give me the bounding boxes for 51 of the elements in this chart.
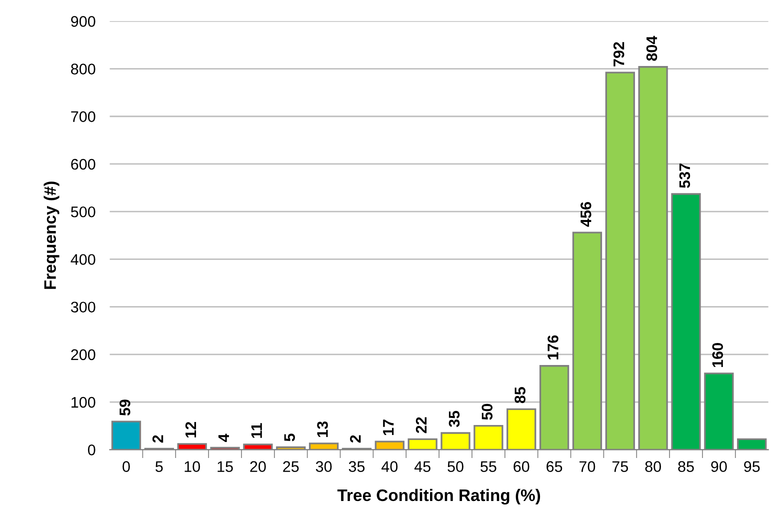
x-tick-label: 45 [414, 461, 430, 472]
data-label: 537 [679, 164, 690, 188]
data-label: 2 [152, 435, 164, 443]
y-tick-label: 400 [70, 254, 96, 265]
y-axis-title: Frequency (#) [44, 182, 60, 289]
x-tick-label: 55 [480, 461, 496, 472]
y-tick-label: 300 [70, 302, 96, 313]
x-tick-label: 70 [580, 461, 596, 472]
data-label: 35 [448, 410, 460, 428]
x-tick-label: 85 [678, 461, 694, 472]
y-tick-label: 800 [71, 64, 96, 74]
x-tick-label: 75 [612, 461, 628, 472]
data-label: 5 [284, 434, 295, 442]
x-tick-label: 25 [283, 461, 299, 472]
data-label: 4 [218, 434, 229, 442]
y-tick-label: 900 [71, 16, 96, 27]
data-label: 50 [482, 404, 493, 420]
data-label: 804 [646, 36, 658, 61]
x-tick-label: 40 [382, 461, 398, 472]
data-label: 792 [613, 42, 624, 66]
y-tick-label: 700 [71, 111, 96, 122]
data-label: 13 [317, 421, 328, 437]
x-tick-label: 95 [744, 461, 760, 472]
y-tick-label: 200 [71, 349, 96, 360]
data-label: 17 [383, 420, 394, 436]
data-label: 59 [120, 400, 130, 416]
data-label: 12 [185, 422, 196, 438]
data-label: 456 [580, 202, 592, 227]
x-tick-label: 20 [250, 461, 266, 472]
x-axis-title: Tree Condition Rating (%) [337, 488, 540, 504]
x-tick-label: 65 [546, 461, 562, 472]
y-tick-label: 600 [71, 158, 96, 170]
x-tick-label: 50 [448, 461, 464, 472]
data-label: 11 [251, 423, 262, 438]
data-label: 176 [548, 335, 558, 360]
x-tick-label: 35 [348, 461, 365, 472]
x-tick-label: 0 [122, 461, 130, 472]
x-tick-label: 80 [645, 461, 661, 472]
x-tick-label: 10 [184, 461, 200, 472]
data-label: 85 [514, 387, 526, 404]
x-tick-label: 5 [156, 461, 163, 472]
x-tick-label: 60 [514, 461, 530, 472]
x-tick-label: 90 [711, 461, 727, 472]
x-tick-label: 30 [316, 461, 332, 472]
y-tick-label: 100 [72, 396, 96, 408]
x-tick-label: 15 [218, 461, 233, 472]
y-tick-label: 500 [70, 206, 96, 218]
data-label: 2 [350, 435, 361, 443]
y-tick-label: 0 [88, 444, 96, 456]
data-label: 22 [416, 417, 427, 434]
data-label: 160 [712, 343, 724, 367]
